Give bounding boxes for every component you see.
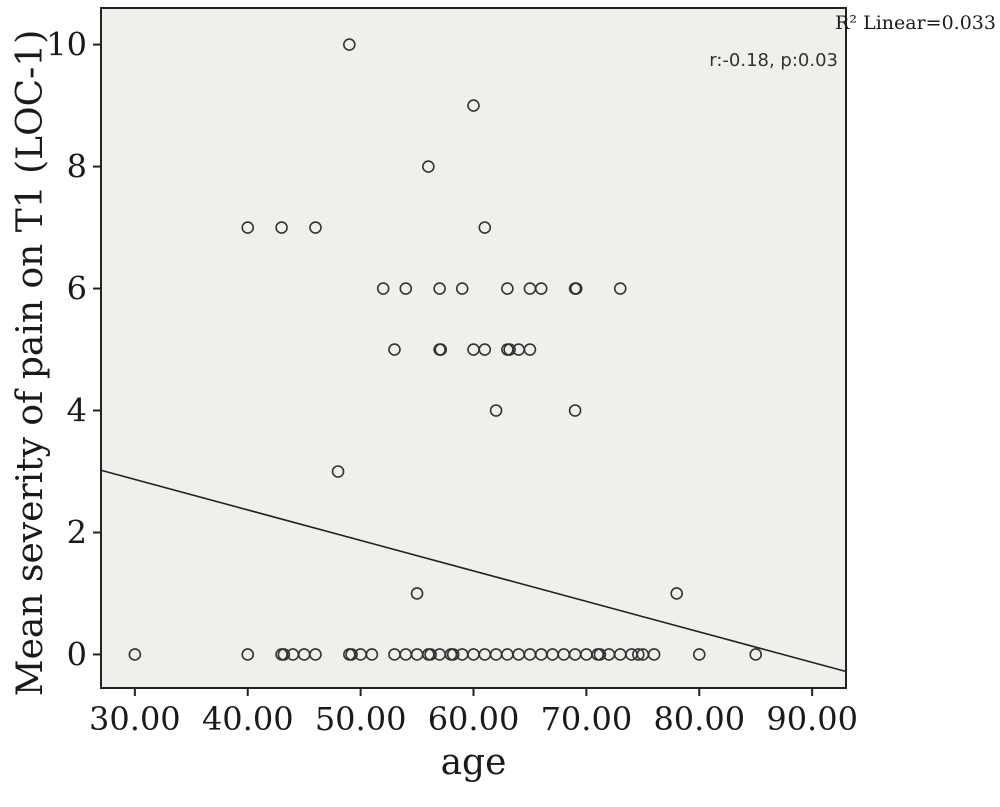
x-tick-label: 80.00 [653, 700, 745, 738]
data-point [692, 648, 706, 661]
data-point [309, 221, 322, 234]
data-point [345, 648, 358, 661]
data-point [343, 38, 356, 51]
data-point [569, 282, 583, 295]
data-point [446, 648, 460, 661]
data-point [128, 648, 142, 661]
x-tick-label: 50.00 [315, 700, 407, 738]
data-point [433, 282, 446, 295]
y-tick-label: 4 [67, 392, 87, 430]
x-tick-label: 70.00 [541, 700, 633, 738]
x-tick-label: 30.00 [89, 700, 181, 738]
data-point [749, 648, 762, 661]
data-point [241, 221, 255, 234]
x-tick-label: 40.00 [202, 700, 294, 738]
data-point [424, 648, 437, 661]
data-point [670, 587, 683, 600]
data-point [422, 160, 435, 173]
correlation-annotation: r:-0.18, p:0.03 [709, 50, 838, 71]
data-point [410, 587, 424, 600]
data-point [275, 221, 288, 234]
data-point [489, 404, 503, 417]
data-points [128, 38, 762, 661]
data-point [568, 404, 582, 417]
y-tick-label: 2 [67, 513, 87, 551]
data-point [467, 99, 480, 112]
y-tick-label: 10 [46, 26, 87, 64]
data-point [241, 648, 255, 661]
data-point [534, 282, 548, 295]
data-point [478, 343, 492, 356]
axis-ticks: 30.00 40.00 50.00 60.00 70.00 80.00 90.00 0 2 4 6 8… [46, 26, 858, 738]
x-axis-title: age [441, 742, 507, 783]
data-point [376, 282, 390, 295]
data-point [365, 648, 379, 661]
data-point [388, 343, 401, 356]
regression-line [100, 469, 847, 673]
plot-frame [100, 7, 847, 689]
data-point [593, 648, 607, 661]
data-point [331, 465, 345, 478]
data-point [277, 648, 291, 661]
data-point [503, 343, 516, 356]
data-point [501, 282, 514, 295]
data-point [434, 343, 448, 356]
data-point [309, 648, 322, 661]
data-point [632, 648, 645, 661]
y-axis-title: Mean severity of pain on T1 (LOC-1) [10, 30, 51, 697]
data-point [399, 282, 413, 295]
plot-area [101, 8, 846, 688]
y-tick-label: 0 [67, 635, 87, 673]
data-point [523, 343, 537, 356]
y-tick-label: 6 [67, 270, 87, 308]
y-tick-label: 8 [67, 148, 87, 186]
x-tick-label: 60.00 [428, 700, 520, 738]
data-point [647, 648, 661, 661]
data-point [455, 282, 469, 295]
data-point [613, 282, 627, 295]
data-point [478, 221, 492, 234]
x-tick-label: 90.00 [766, 700, 858, 738]
r2-label: R² Linear=0.033 [835, 12, 996, 34]
